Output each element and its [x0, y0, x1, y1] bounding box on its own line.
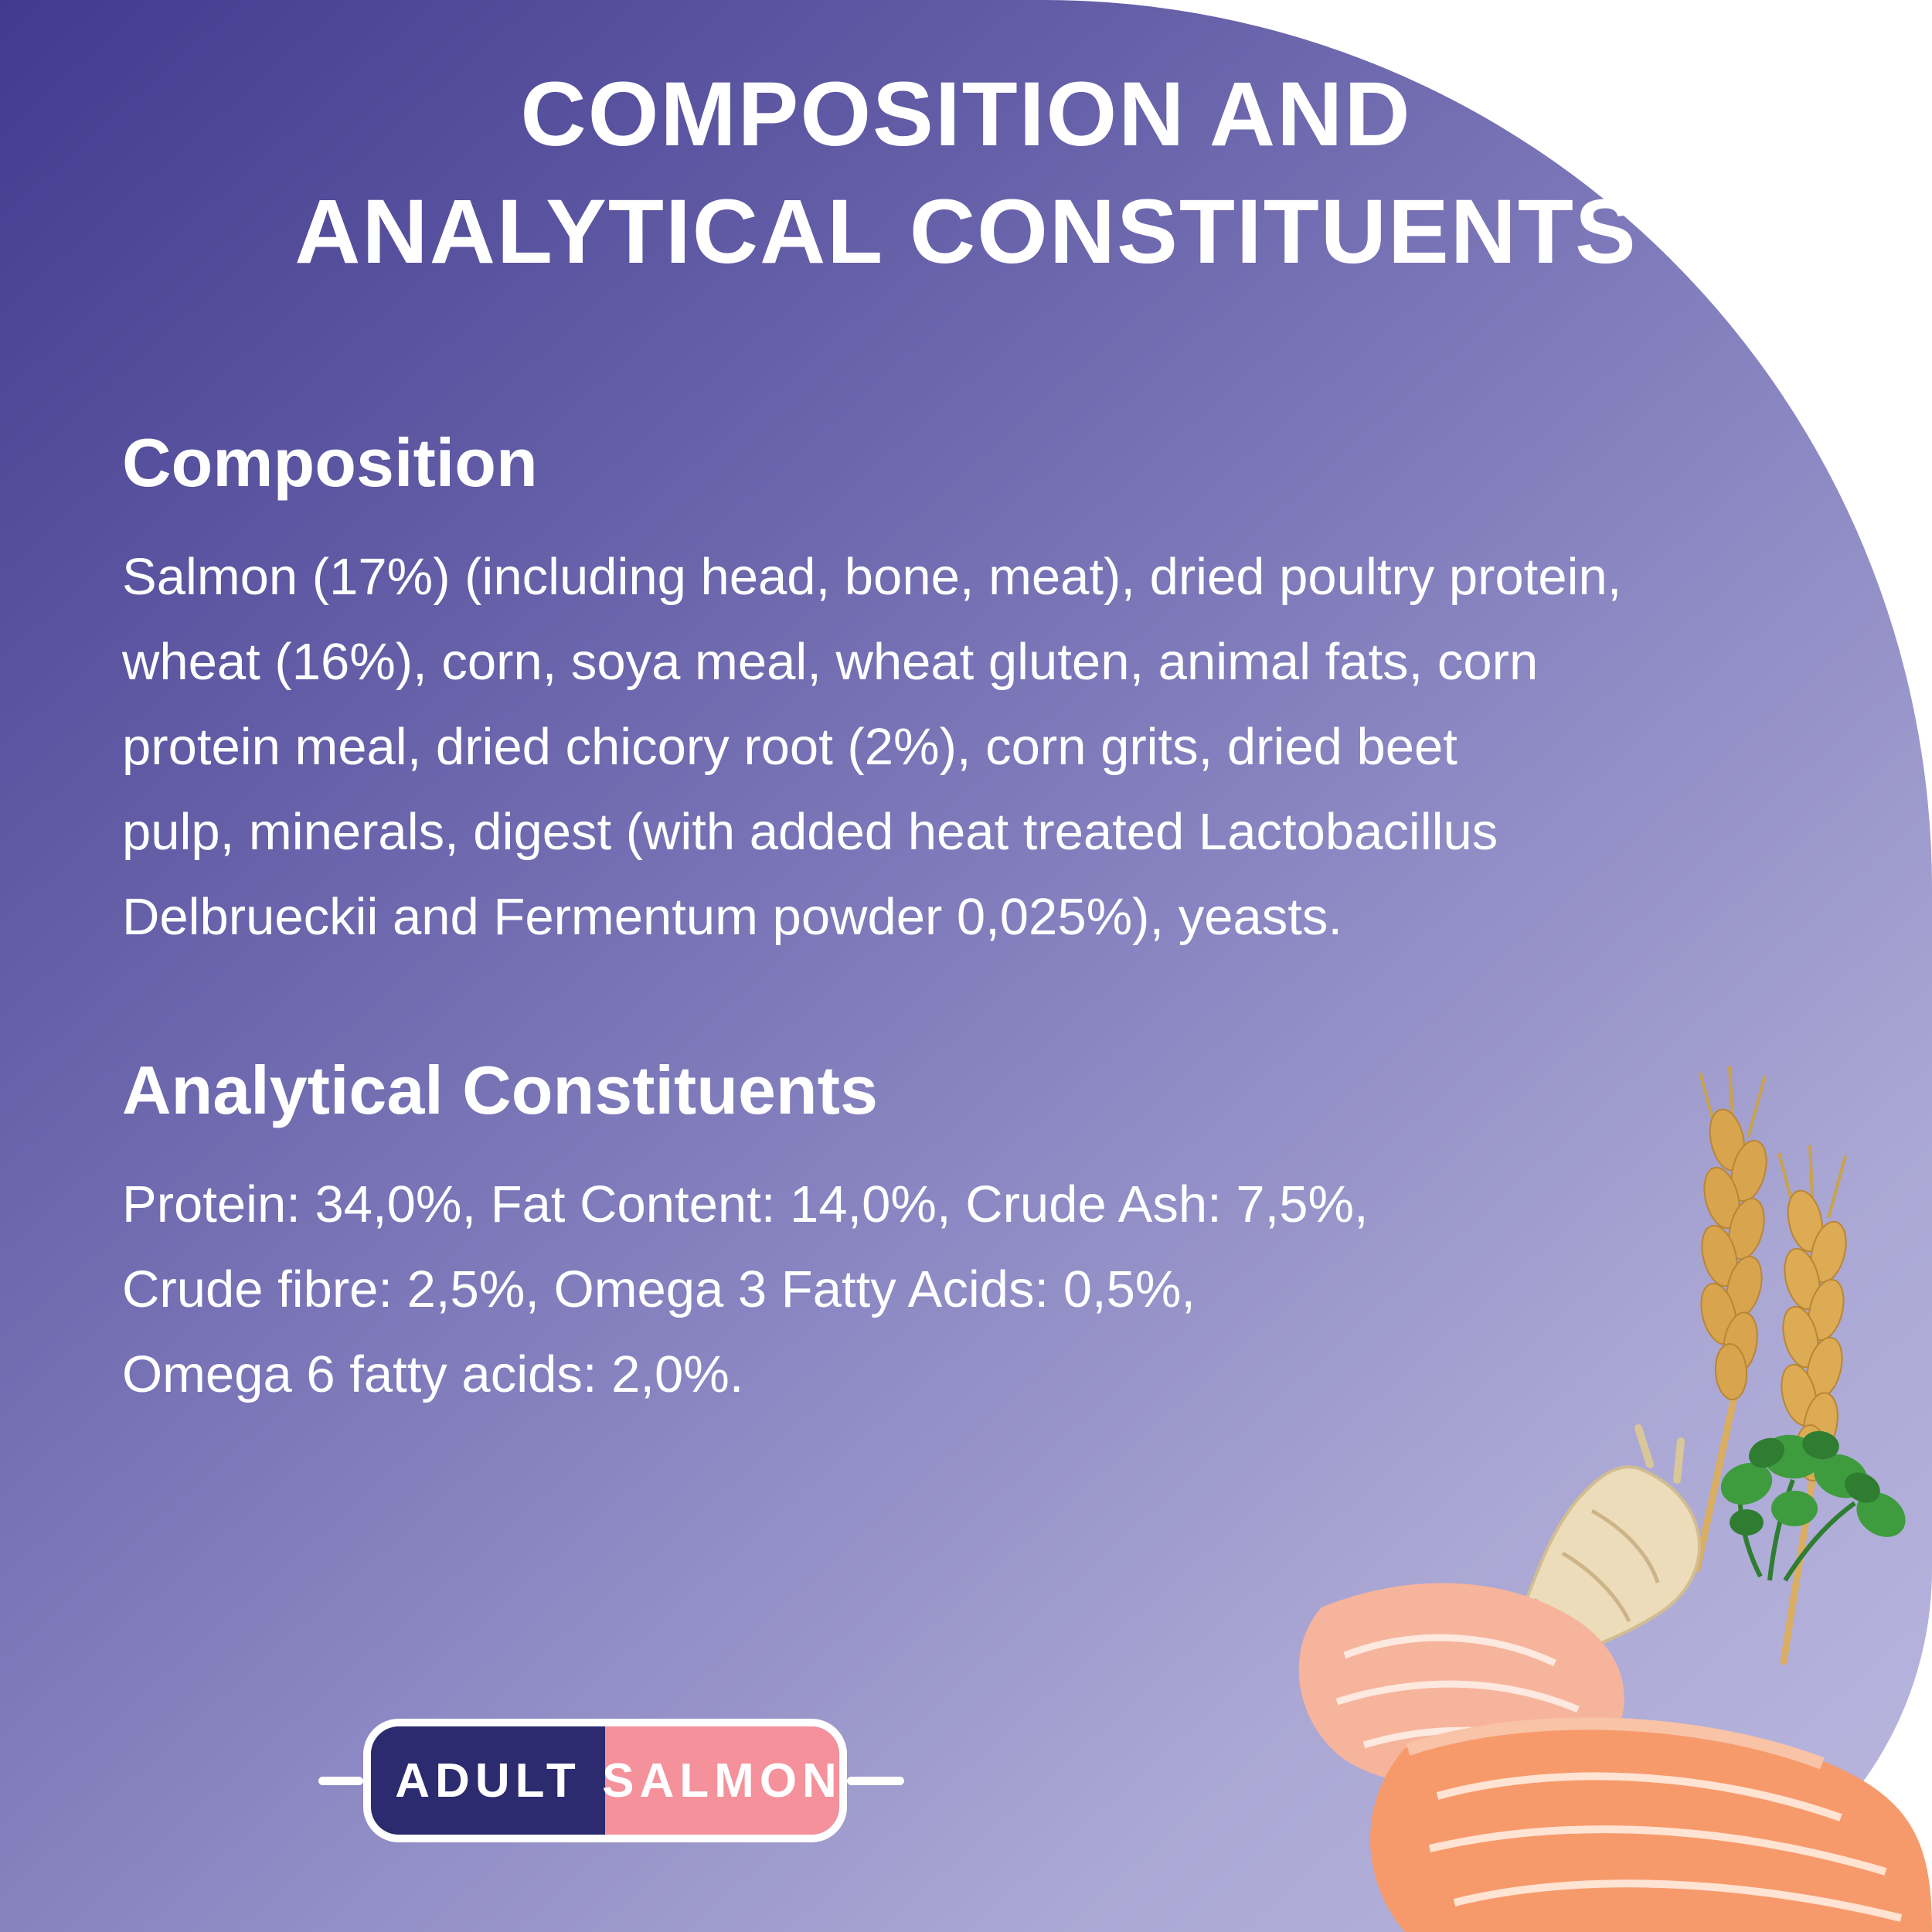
badge-rule-right	[847, 1776, 904, 1785]
composition-text: Salmon (17%) (including head, bone, meat…	[122, 548, 1622, 946]
page-title: COMPOSITION AND ANALYTICAL CONSTITUENTS	[0, 56, 1932, 291]
product-badge-row: ADULT SALMON	[318, 1719, 904, 1842]
badge-adult-label: ADULT	[371, 1726, 605, 1835]
content-area: Composition Salmon (17%) (including head…	[122, 423, 1876, 1417]
ingredients-illustration	[1298, 1066, 1932, 1932]
composition-heading: Composition	[122, 424, 538, 501]
page-title-line1: COMPOSITION AND	[520, 63, 1412, 165]
badge-salmon-label: SALMON	[602, 1726, 839, 1835]
page-title-line2: ANALYTICAL CONSTITUENTS	[294, 181, 1638, 283]
analytical-heading: Analytical Constituents	[122, 1052, 878, 1128]
parsley-icon	[1720, 1430, 1906, 1582]
product-badge: ADULT SALMON	[363, 1719, 847, 1842]
salmon-fillet-icon	[1298, 1583, 1932, 1932]
badge-rule-left	[318, 1776, 363, 1785]
analytical-text: Protein: 34,0%, Fat Content: 14,0%, Crud…	[122, 1175, 1369, 1403]
